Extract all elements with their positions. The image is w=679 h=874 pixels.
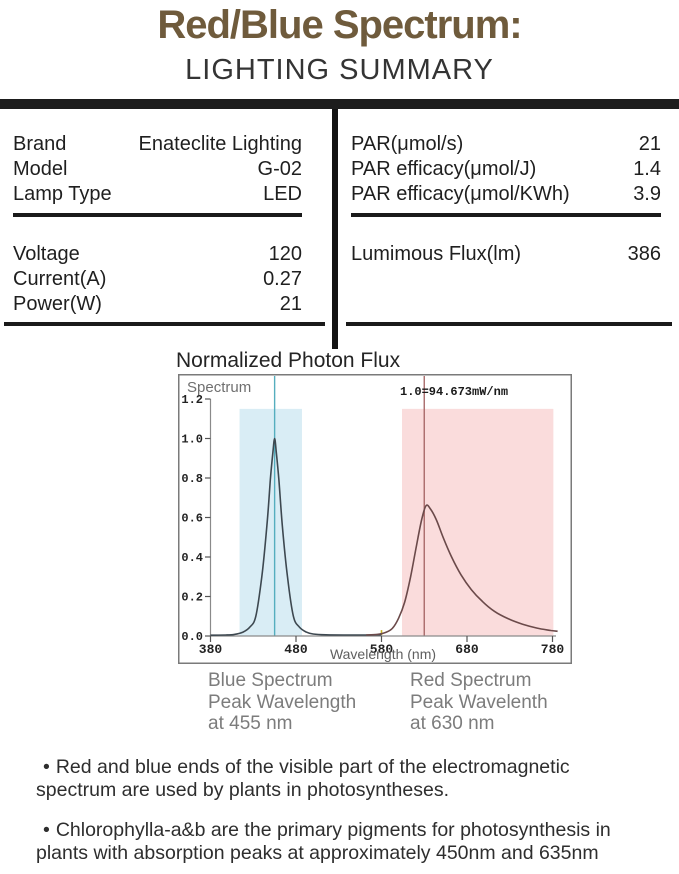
spec-value: 21: [638, 133, 661, 155]
spec-table: Brand Enateclite Lighting Model G-02 Lam…: [0, 109, 679, 349]
y-tick-label: 0.4: [181, 551, 203, 565]
spec-value: 1.4: [633, 158, 661, 180]
spec-value: 386: [627, 243, 661, 265]
note-text: Red and blue ends of the visible part of…: [36, 756, 570, 801]
table-row: Power(W) 21: [13, 292, 302, 317]
spec-value: G-02: [257, 158, 302, 180]
x-tick-label: 380: [199, 642, 223, 657]
x-axis-label: Wavelength (nm): [330, 646, 436, 662]
spec-value: LED: [263, 183, 302, 205]
x-tick-label: 580: [370, 642, 394, 657]
notes: • Red and blue ends of the visible part o…: [0, 756, 679, 865]
column-divider: [332, 109, 338, 349]
caption-line: Blue Spectrum: [208, 670, 333, 691]
table-row: Current(A) 0.27: [13, 267, 302, 292]
spec-label: Lamp Type: [13, 183, 112, 205]
spec-label: Model: [13, 158, 68, 180]
red-spectrum: [366, 504, 558, 636]
blue-band: [239, 408, 302, 636]
table-row: Voltage 120: [13, 242, 302, 267]
datasheet-page: Red/Blue Spectrum: LIGHTING SUMMARY Bran…: [0, 4, 679, 874]
spec-group-product: Brand Enateclite Lighting Model G-02 Lam…: [13, 132, 302, 207]
spec-label: PAR(μmol/s): [351, 133, 464, 155]
header-rule: [0, 99, 679, 109]
table-row: Brand Enateclite Lighting: [13, 132, 302, 157]
y-tick-label: 0.0: [181, 630, 203, 644]
y-tick-label: 1.2: [181, 393, 203, 407]
spec-label: PAR efficacy(μmol/J): [351, 158, 537, 180]
spec-label: PAR efficacy(μmol/KWh): [351, 183, 570, 205]
caption-line: Red Spectrum: [410, 670, 532, 691]
y-tick-label: 0.6: [181, 512, 203, 526]
spectrum-chart: 0.0 0.2 0.4 0.6 0.8 1.0 1.2 380 480 580 680 780 Spec…: [178, 374, 572, 664]
y-tick-label: 0.2: [181, 591, 203, 605]
spec-value: 3.9: [633, 183, 661, 205]
chart-title: Normalized Photon Flux: [176, 349, 401, 372]
table-rule: [351, 213, 661, 217]
spec-label: Lumimous Flux(lm): [351, 243, 522, 265]
red-band: [402, 408, 554, 636]
spec-column-left: Brand Enateclite Lighting Model G-02 Lam…: [0, 109, 332, 349]
spec-label: Brand: [13, 133, 67, 155]
caption-line: at 455 nm: [208, 713, 293, 734]
caption-line: Peak Wavelenth: [410, 691, 548, 713]
peak-captions: Blue Spectrum Peak Wavelength at 455 nm …: [0, 670, 679, 742]
x-tick-label: 480: [284, 642, 308, 657]
bullet-icon: •: [43, 756, 50, 778]
spec-group-par: PAR(μmol/s) 21 PAR efficacy(μmol/J) 1.4 …: [351, 132, 661, 207]
table-row: PAR efficacy(μmol/KWh) 3.9: [351, 182, 661, 207]
bullet-icon: •: [43, 819, 50, 841]
blue-spectrum: [210, 437, 382, 636]
red-peak-caption: Red Spectrum Peak Wavelenth at 630 nm: [410, 670, 548, 735]
spec-label: Voltage: [13, 243, 80, 265]
table-row: Lumimous Flux(lm) 386: [351, 242, 661, 267]
x-tick-label: 680: [455, 642, 479, 657]
table-row: Model G-02: [13, 157, 302, 182]
spec-column-right: PAR(μmol/s) 21 PAR efficacy(μmol/J) 1.4 …: [338, 109, 679, 349]
chart-inner-label: Spectrum: [187, 379, 251, 396]
note-text: Chlorophylla-a&b are the primary pigment…: [36, 819, 611, 864]
scale-annotation: 1.0=94.673mW/nm: [400, 385, 508, 399]
spec-group-electrical: Voltage 120 Current(A) 0.27 Power(W) 21: [13, 242, 302, 317]
caption-line: at 630 nm: [410, 713, 495, 734]
y-tick-label: 1.0: [181, 433, 203, 447]
spec-value: 120: [268, 243, 302, 265]
table-rule: [13, 213, 302, 217]
spec-value: 0.27: [263, 268, 302, 290]
blue-peak-caption: Blue Spectrum Peak Wavelength at 455 nm: [208, 670, 356, 735]
spec-value: 21: [279, 293, 302, 315]
table-rule: [346, 322, 672, 326]
spec-label: Power(W): [13, 293, 102, 315]
chart-border: [178, 374, 572, 664]
spec-value: Enateclite Lighting: [138, 133, 302, 155]
x-tick-label: 780: [541, 642, 565, 657]
page-subtitle: LIGHTING SUMMARY: [185, 54, 494, 86]
note-photosynthesis: • Red and blue ends of the visible part o…: [36, 756, 642, 802]
y-tick-label: 0.8: [181, 472, 203, 486]
page-title: Red/Blue Spectrum:: [157, 3, 522, 47]
caption-line: Peak Wavelength: [208, 691, 357, 713]
table-row: PAR(μmol/s) 21: [351, 132, 661, 157]
header: Red/Blue Spectrum: LIGHTING SUMMARY: [0, 4, 679, 86]
spec-label: Current(A): [13, 268, 107, 290]
chart-section: Normalized Photon Flux 0.0 0.2 0.4 0.6 0.8 1.…: [0, 350, 679, 742]
note-chlorophyll: • Chlorophylla-a&b are the primary pigmen…: [36, 819, 642, 865]
table-row: Lamp Type LED: [13, 182, 302, 207]
table-rule: [4, 322, 325, 326]
spec-group-flux: Lumimous Flux(lm) 386: [351, 242, 661, 267]
table-row: PAR efficacy(μmol/J) 1.4: [351, 157, 661, 182]
